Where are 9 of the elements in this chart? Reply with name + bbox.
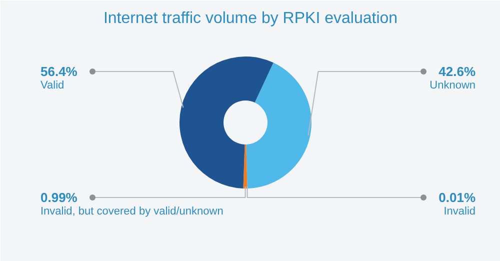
slice-label: Valid	[40, 80, 64, 92]
data-label: 56.4%	[40, 64, 78, 79]
data-label: 0.99%	[40, 190, 78, 205]
data-label: 0.01%	[438, 190, 476, 205]
slice-label: Invalid	[444, 206, 476, 218]
data-label: 42.6%	[438, 64, 476, 79]
slice-label: Invalid, but covered by valid/unknown	[40, 206, 224, 218]
slice-label: Unknown	[430, 80, 476, 92]
chart-title: Internet traffic volume by RPKI evaluation	[103, 10, 398, 27]
